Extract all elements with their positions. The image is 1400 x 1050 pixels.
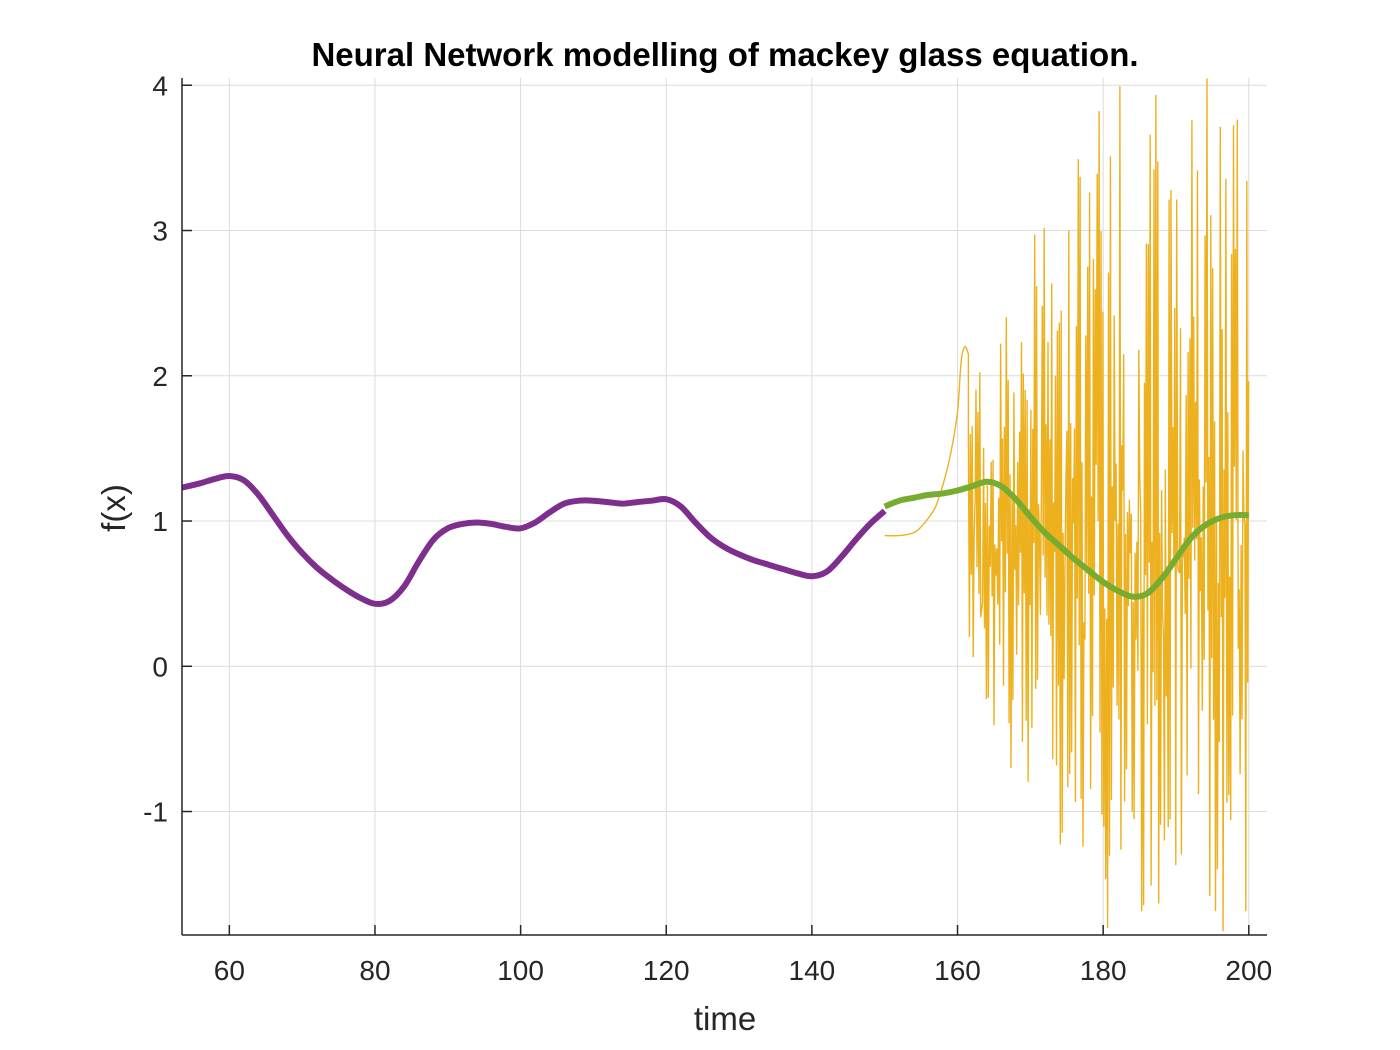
x-tick-label-5: 160	[934, 955, 981, 986]
tick-labels: 60 80 100 120 140 160 180 200 -1 0 1 2 3 4	[143, 70, 1272, 986]
series-purple-line	[182, 472, 887, 607]
x-tick-label-4: 140	[789, 955, 836, 986]
y-tick-label-4: 3	[152, 216, 168, 247]
y-tick-label-3: 2	[152, 361, 168, 392]
chart-title: Neural Network modelling of mackey glass…	[311, 36, 1138, 73]
series-green-line	[883, 478, 1249, 600]
y-tick-label-2: 1	[152, 506, 168, 537]
y-tick-label-1: 0	[152, 651, 168, 682]
x-tick-label-0: 60	[214, 955, 245, 986]
x-tick-label-1: 80	[359, 955, 390, 986]
plot-area	[182, 78, 1250, 932]
y-tick-label-5: 4	[152, 70, 168, 101]
x-axis-label: time	[694, 1000, 756, 1037]
y-axis-label: f(x)	[95, 484, 132, 532]
axes	[181, 78, 1267, 936]
series-yellow-line	[884, 78, 1250, 932]
y-tick-label-0: -1	[143, 797, 168, 828]
x-tick-label-3: 120	[643, 955, 690, 986]
x-tick-label-6: 180	[1080, 955, 1127, 986]
grid-lines	[182, 78, 1267, 935]
x-tick-label-7: 200	[1225, 955, 1272, 986]
x-tick-label-2: 100	[497, 955, 544, 986]
